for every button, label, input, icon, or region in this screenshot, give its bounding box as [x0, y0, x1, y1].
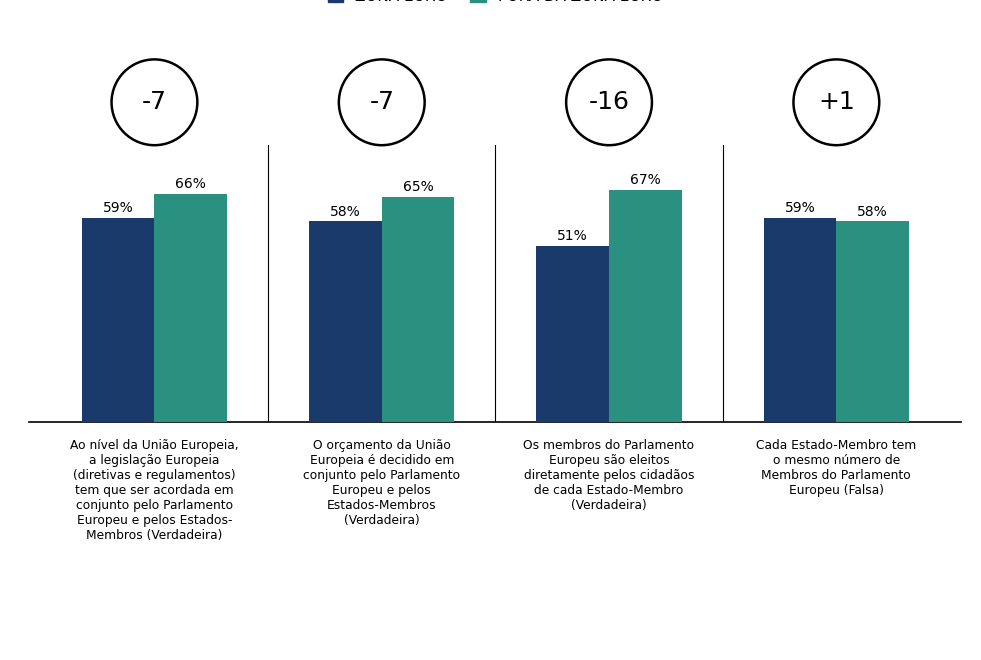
Text: 59%: 59% [785, 201, 815, 215]
Text: 67%: 67% [630, 174, 661, 187]
Text: 66%: 66% [176, 177, 206, 191]
Bar [537, 246, 609, 422]
Bar [309, 221, 382, 422]
Text: 59%: 59% [103, 201, 133, 215]
Text: O orçamento da União
Europeia é decidido em
conjunto pelo Parlamento
Europeu e p: O orçamento da União Europeia é decidido… [303, 439, 460, 527]
Bar [763, 218, 837, 422]
Text: 58%: 58% [330, 205, 361, 218]
Text: 51%: 51% [557, 229, 588, 243]
Text: -7: -7 [369, 90, 394, 114]
Text: Ao nível da União Europeia,
a legislação Europeia
(diretivas e regulamentos)
tem: Ao nível da União Europeia, a legislação… [70, 439, 238, 542]
Bar [609, 190, 682, 422]
Text: 65%: 65% [403, 180, 434, 195]
Text: -16: -16 [589, 90, 630, 114]
Text: Os membros do Parlamento
Europeu são eleitos
diretamente pelos cidadãos
de cada : Os membros do Parlamento Europeu são ele… [524, 439, 695, 512]
Bar [81, 218, 154, 422]
Legend: ZONA EURO, FORA DA ZONA EURO: ZONA EURO, FORA DA ZONA EURO [320, 0, 671, 11]
Bar [837, 221, 909, 422]
Bar [154, 193, 228, 422]
Text: -7: -7 [142, 90, 167, 114]
Text: +1: +1 [818, 90, 854, 114]
Text: Cada Estado-Membro tem
o mesmo número de
Membros do Parlamento
Europeu (Falsa): Cada Estado-Membro tem o mesmo número de… [756, 439, 916, 497]
Text: 58%: 58% [857, 205, 888, 218]
Bar [382, 197, 454, 422]
